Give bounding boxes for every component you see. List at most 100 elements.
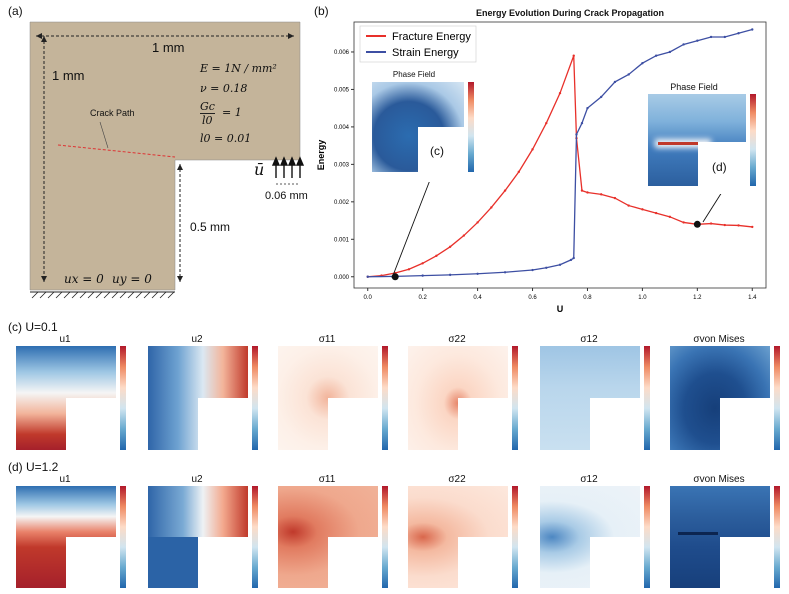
row-c-title-s11: σ11 — [318, 334, 336, 345]
energy-chart: Energy Evolution During Crack Propagatio… — [316, 8, 767, 314]
fracture-energy-point — [737, 224, 740, 227]
row-d-title-u2: u2 — [191, 474, 203, 485]
bc-ux: ux = 0 — [64, 272, 104, 286]
row-c-label: (c) U=0.1 — [8, 320, 58, 334]
strain-energy-point — [737, 32, 740, 35]
row-c-svm-colorbar — [774, 346, 780, 450]
row-c-s22-colorbar — [512, 346, 518, 450]
width-label: 1 mm — [152, 40, 185, 55]
fracture-energy-point — [545, 121, 548, 125]
legend: Fracture Energy Strain Energy — [359, 25, 477, 63]
inset-c: Phase Field (c) — [364, 70, 476, 182]
row-d-s12-field — [540, 486, 640, 588]
row-d-s12-colorbar — [644, 486, 650, 588]
disp-width-label: 0.06 mm — [265, 190, 308, 202]
crack-path-label: Crack Path — [90, 108, 135, 118]
inset-d-title: Phase Field — [670, 82, 718, 92]
row-d-u2-colorbar — [252, 486, 258, 588]
fracture-energy-point — [462, 234, 466, 237]
strain-energy-point — [575, 133, 578, 136]
row-c-title-s12: σ12 — [580, 334, 598, 345]
x-tick-label: 0.4 — [473, 295, 482, 301]
row-c-s11-field — [278, 346, 378, 450]
specimen-diagram — [29, 21, 305, 299]
fracture-energy-point — [641, 208, 644, 211]
strain-energy-point — [641, 62, 644, 65]
inset-c-field — [372, 82, 464, 172]
bc-uy: uy = 0 — [112, 272, 152, 286]
row-c-s12-field — [540, 346, 640, 450]
strain-energy-point — [723, 35, 726, 39]
strain-energy-point — [709, 35, 713, 39]
row-d-title-svm: σvon Mises — [693, 474, 745, 485]
row-d-title-s12: σ12 — [580, 474, 598, 485]
x-tick-label: 1.4 — [748, 295, 757, 301]
fracture-energy-point — [421, 262, 424, 265]
fracture-energy-point — [723, 223, 726, 227]
row-d-svm-colorbar — [774, 486, 780, 588]
strain-energy-point — [654, 54, 658, 57]
eq-Gc-den: l0 — [202, 114, 213, 127]
strain-energy-point — [613, 80, 617, 84]
panel-a-label: (a) — [8, 4, 23, 18]
row-c-s11-colorbar — [382, 346, 388, 450]
strain-energy-point — [448, 273, 452, 277]
strain-energy-point — [751, 28, 754, 31]
inset-d-label: (d) — [712, 160, 727, 174]
eq-Gc-val: = 1 — [222, 106, 242, 119]
row-c-u2-field — [148, 346, 248, 450]
strain-energy-point — [668, 50, 672, 54]
fracture-energy-point — [531, 148, 534, 151]
fracture-energy-point — [407, 268, 411, 271]
fracture-energy-point — [627, 204, 630, 207]
x-tick-label: 1.0 — [638, 295, 647, 301]
fracture-energy-point — [654, 211, 658, 215]
x-tick-label: 0.6 — [528, 295, 537, 301]
eq-l0: l0 = 0.01 — [200, 132, 252, 145]
row-d-u2-field — [148, 486, 248, 588]
row-d-svm-field — [670, 486, 770, 588]
fracture-energy-point — [572, 54, 575, 57]
row-d-label: (d) U=1.2 — [8, 460, 59, 474]
half-height-label: 0.5 mm — [190, 220, 231, 234]
panel-b-label: (b) — [314, 4, 329, 18]
inset-d: Phase Field (d) — [640, 82, 762, 194]
row-c-svm-field — [670, 346, 770, 450]
fracture-energy-point — [751, 225, 754, 229]
inset-d-colorbar — [750, 94, 756, 186]
y-axis-label: Energy — [316, 140, 326, 171]
strain-energy-point — [580, 121, 584, 125]
row-d-u1-colorbar — [120, 486, 126, 588]
fracture-energy-point — [682, 221, 685, 224]
fracture-energy-point — [517, 170, 520, 174]
strain-energy-point — [696, 39, 699, 42]
fracture-energy-point — [580, 189, 584, 192]
row-c-title-u2: u2 — [191, 334, 203, 345]
inset-d-field — [648, 94, 746, 186]
row-d-title-s11: σ11 — [318, 474, 336, 485]
row-d-title-s22: σ22 — [448, 474, 466, 485]
x-tick-label: 0.2 — [418, 295, 427, 301]
row-c-title-svm: σvon Mises — [693, 334, 745, 345]
strain-energy-point — [569, 258, 573, 262]
y-tick-label: 0.001 — [334, 237, 350, 243]
row-c-title-u1: u1 — [59, 334, 71, 345]
highlight-marker — [693, 220, 701, 228]
row-d-fields: u1 u2 σ11 σ22 σ12 σvon Mises — [0, 472, 789, 594]
y-tick-label: 0.006 — [334, 50, 350, 56]
row-c-u2-colorbar — [252, 346, 258, 450]
y-tick-label: 0.004 — [334, 125, 350, 131]
row-c-s12-colorbar — [644, 346, 650, 450]
row-d-title-u1: u1 — [59, 474, 71, 485]
strain-energy-point — [600, 95, 603, 99]
height-label: 1 mm — [52, 68, 85, 83]
y-tick-label: 0.000 — [334, 275, 350, 281]
strain-energy-point — [476, 272, 479, 275]
x-tick-label: 0.0 — [364, 295, 373, 301]
chart-title: Energy Evolution During Crack Propagatio… — [476, 8, 664, 18]
legend-fracture: Fracture Energy — [392, 31, 471, 43]
eq-E: E = 1N / mm² — [200, 62, 277, 75]
inset-c-label: (c) — [430, 144, 444, 158]
fracture-energy-point — [709, 222, 713, 225]
x-tick-label: 1.2 — [693, 295, 702, 301]
